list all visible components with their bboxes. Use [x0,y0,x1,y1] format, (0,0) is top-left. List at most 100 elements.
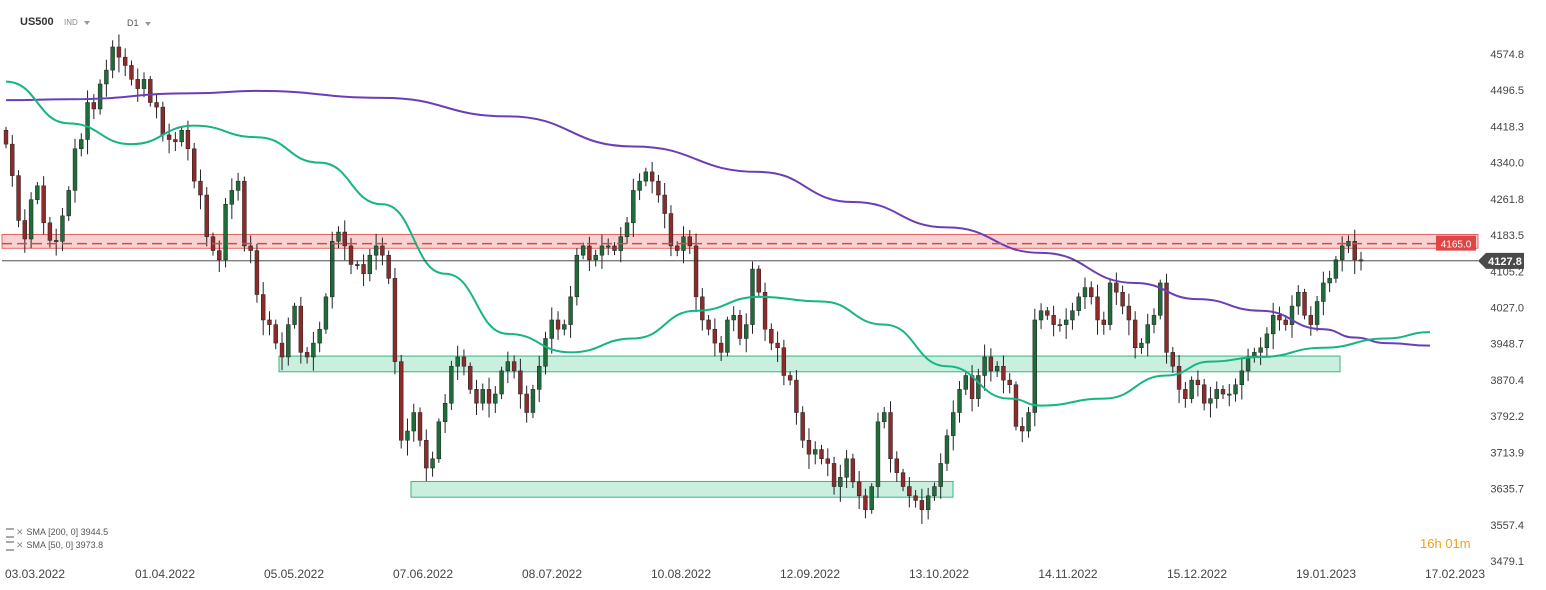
candle-body[interactable] [3,130,9,145]
candle-body[interactable] [330,241,335,298]
candle-body[interactable] [16,175,21,221]
candle-body[interactable] [191,148,197,182]
candle-body[interactable] [1076,296,1081,311]
candle-body[interactable] [298,305,304,353]
candle-body[interactable] [1045,310,1050,316]
candle-body[interactable] [1070,310,1075,321]
candle-body[interactable] [925,495,931,510]
candle-body[interactable] [555,319,561,330]
candle-body[interactable] [110,46,115,71]
candle-body[interactable] [580,245,586,256]
candle-body[interactable] [593,254,598,261]
candle-body[interactable] [104,69,109,85]
candle-body[interactable] [392,278,398,362]
candle-body[interactable] [261,294,266,321]
candle-body[interactable] [417,412,423,441]
candle-body[interactable] [248,245,253,251]
candle-body[interactable] [60,215,65,242]
candle-body[interactable] [304,352,310,358]
candle-body[interactable] [223,204,228,261]
candle-body[interactable] [599,245,605,256]
candle-body[interactable] [373,245,379,256]
candle-body[interactable] [1107,282,1113,325]
candle-body[interactable] [217,250,222,261]
candle-body[interactable] [436,421,442,460]
candle-body[interactable] [279,342,285,358]
candle-body[interactable] [386,254,391,279]
candle-body[interactable] [537,365,542,390]
candle-body[interactable] [1208,398,1213,404]
candle-body[interactable] [323,296,329,330]
candle-body[interactable] [1277,315,1282,321]
candle-body[interactable] [813,449,818,455]
candle-body[interactable] [424,440,429,469]
candle-body[interactable] [1283,319,1288,325]
candle-body[interactable] [1352,241,1357,261]
candle-body[interactable] [1158,282,1163,316]
candle-body[interactable] [838,477,843,487]
candle-body[interactable] [994,365,1000,372]
candle-body[interactable] [1314,301,1320,325]
candle-body[interactable] [122,56,128,66]
candle-body[interactable] [1302,291,1307,316]
candle-body[interactable] [1289,305,1295,325]
legend-item-sma200[interactable]: ✕ SMA [200, 0] 3944.5 [6,527,108,538]
candle-body[interactable] [229,190,235,205]
candle-body[interactable] [1013,384,1019,427]
candle-body[interactable] [22,220,28,240]
candle-body[interactable] [574,254,580,298]
candle-body[interactable] [637,180,642,191]
candle-body[interactable] [668,213,674,247]
candle-body[interactable] [486,389,492,404]
candle-body[interactable] [1189,379,1194,399]
candle-body[interactable] [744,324,749,339]
sma50-line[interactable] [5,80,1431,407]
candle-body[interactable] [1270,315,1276,335]
candle-body[interactable] [1264,333,1270,348]
candle-body[interactable] [687,236,692,247]
settings-icon[interactable] [6,540,14,551]
candle-body[interactable] [530,389,536,413]
candle-body[interactable] [286,324,291,358]
candle-body[interactable] [1051,315,1056,325]
candle-body[interactable] [1089,287,1094,298]
candle-body[interactable] [662,194,667,214]
candle-body[interactable] [97,83,103,110]
candle-body[interactable] [700,296,705,321]
candle-body[interactable] [1063,319,1069,325]
candle-body[interactable] [957,389,962,413]
candle-body[interactable] [1057,324,1063,327]
candle-body[interactable] [1132,319,1138,348]
candle-body[interactable] [675,245,680,251]
candle-body[interactable] [442,403,448,423]
candle-body[interactable] [850,458,856,483]
candle-body[interactable] [718,342,724,353]
candle-body[interactable] [399,361,404,441]
candle-body[interactable] [91,102,97,110]
candle-body[interactable] [455,356,460,367]
candle-body[interactable] [944,435,950,464]
instrument-type-dropdown[interactable]: IND [64,18,90,27]
candle-body[interactable] [411,412,416,432]
candle-body[interactable] [643,171,649,182]
candle-body[interactable] [969,375,975,399]
candle-body[interactable] [141,79,147,89]
candle-body[interactable] [116,46,122,58]
candle-body[interactable] [1233,384,1238,395]
candle-body[interactable] [1183,389,1188,399]
candle-body[interactable] [499,370,504,395]
candle-body[interactable] [129,65,134,80]
candle-body[interactable] [1126,305,1132,321]
candle-body[interactable] [800,412,805,441]
candle-body[interactable] [612,245,617,251]
candle-body[interactable] [135,79,140,89]
candle-body[interactable] [894,458,899,473]
candle-body[interactable] [1007,379,1012,386]
candle-body[interactable] [361,264,366,274]
candle-body[interactable] [543,338,548,367]
candle-body[interactable] [1327,278,1332,284]
candle-body[interactable] [938,463,943,487]
candle-body[interactable] [474,389,479,404]
candle-body[interactable] [405,430,410,441]
candle-body[interactable] [204,194,209,237]
